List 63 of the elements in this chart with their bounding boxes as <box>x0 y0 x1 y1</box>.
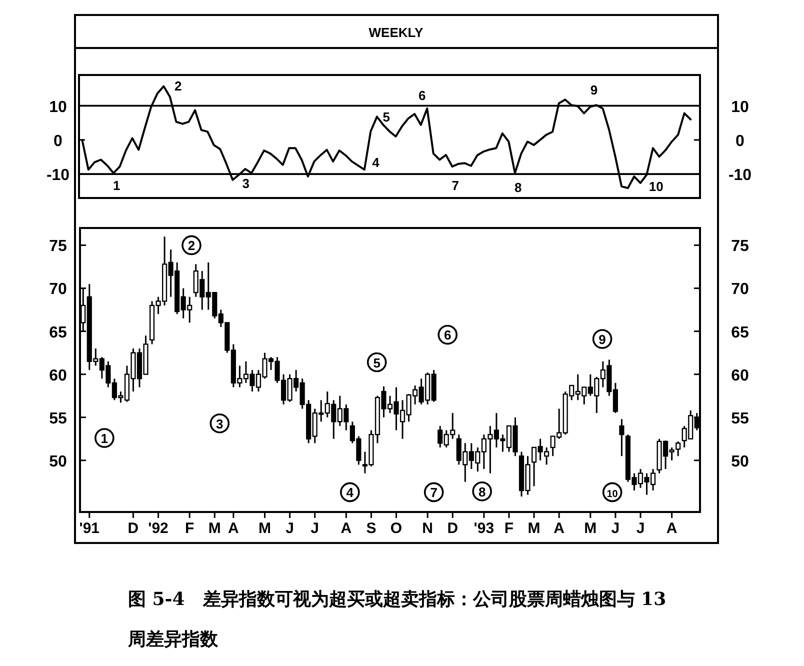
x-tick-label: A <box>554 520 565 537</box>
y-tick-label: 75 <box>49 238 67 256</box>
x-tick-label: M <box>258 520 271 537</box>
x-tick-label: M <box>208 520 221 537</box>
x-tick-label: N <box>422 520 433 537</box>
x-tick-label: J <box>636 520 645 537</box>
annotation: 8 <box>478 484 486 500</box>
y2-tick-label: -10 <box>728 167 752 184</box>
annotation: 1 <box>113 178 120 194</box>
y-tick-label: 65 <box>49 324 67 342</box>
x-tick-label: '91 <box>79 520 100 537</box>
x-tick-label: O <box>390 520 402 537</box>
annotation: 3 <box>216 416 224 432</box>
x-tick-label: M <box>528 520 540 537</box>
annotation: 5 <box>382 110 390 125</box>
x-tick-label: A <box>340 520 352 537</box>
y2-tick-label: 50 <box>731 453 749 470</box>
annotation: 9 <box>598 332 606 348</box>
y-tick-label: 50 <box>49 453 67 470</box>
y-tick-label: 55 <box>49 410 67 428</box>
chart-title: WEEKLY <box>368 25 424 40</box>
x-tick-label: D <box>128 520 139 537</box>
annotation: 6 <box>418 88 426 103</box>
y-tick-label: 10 <box>49 98 67 116</box>
y2-tick-label: 55 <box>731 410 749 428</box>
x-tick-label: S <box>366 520 376 537</box>
annotation: 6 <box>444 328 452 343</box>
x-tick-label: J <box>286 520 294 537</box>
annotation: 7 <box>452 178 459 194</box>
annotation: 4 <box>346 485 354 500</box>
x-tick-label: F <box>504 520 514 537</box>
x-tick-label: A <box>666 520 678 537</box>
annotation: 2 <box>174 78 182 94</box>
annotation: 7 <box>430 485 438 500</box>
annotation: 3 <box>242 176 250 191</box>
annotation: 10 <box>606 489 618 500</box>
x-tick-label: M <box>584 520 597 537</box>
y2-tick-label: 0 <box>736 132 745 150</box>
annotation: 5 <box>373 355 380 370</box>
annotation: 8 <box>514 180 522 196</box>
y-tick-label: -10 <box>46 167 70 184</box>
x-tick-label: D <box>447 520 458 537</box>
x-tick-label: A <box>228 520 240 537</box>
annotation: 9 <box>590 82 598 98</box>
annotation: 4 <box>372 155 380 170</box>
y2-tick-label: 75 <box>731 238 749 256</box>
annotation: 2 <box>188 238 196 254</box>
y2-tick-label: 10 <box>731 98 749 116</box>
y-tick-label: 0 <box>54 132 63 150</box>
y2-tick-label: 60 <box>731 367 749 384</box>
x-tick-label: '93 <box>474 520 494 537</box>
y-tick-label: 70 <box>49 281 67 298</box>
annotation: 1 <box>100 430 108 446</box>
x-tick-label: F <box>185 520 194 537</box>
y2-tick-label: 70 <box>731 281 749 298</box>
x-tick-label: J <box>310 520 320 537</box>
text: 图 5-4 差异指数可视为超买或超卖指标：公司股票周蜡烛图与 13 周差异指数 <box>128 588 668 652</box>
candlestick <box>619 418 624 457</box>
x-tick-label: '92 <box>148 520 168 537</box>
annotation: 10 <box>648 179 664 194</box>
y2-tick-label: 65 <box>731 324 749 342</box>
x-tick-label: J <box>611 520 620 537</box>
y-tick-label: 60 <box>49 367 67 384</box>
